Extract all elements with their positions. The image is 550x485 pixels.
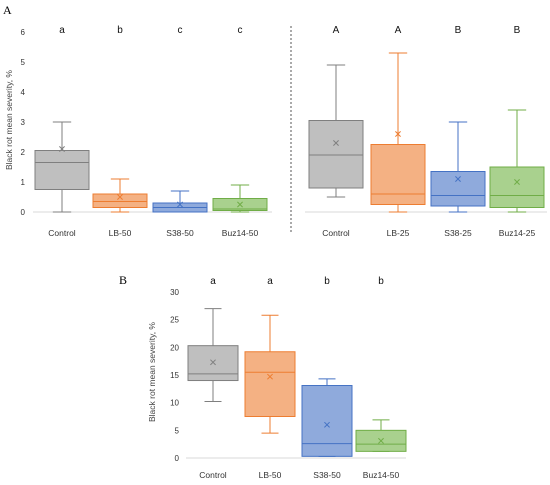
significance-letter: a bbox=[59, 25, 65, 36]
box-buz14-50 bbox=[355, 419, 407, 452]
category-label: S38-25 bbox=[444, 228, 472, 238]
significance-letter: B bbox=[514, 25, 521, 36]
box-lb-25 bbox=[370, 52, 426, 213]
box-buz14-25 bbox=[489, 109, 545, 213]
iqr-box bbox=[187, 345, 239, 382]
mean-marker bbox=[455, 176, 461, 182]
mean-marker bbox=[237, 201, 243, 208]
box-control bbox=[308, 64, 364, 198]
y-tick-label: 0 bbox=[21, 208, 26, 217]
category-label: Control bbox=[322, 228, 350, 238]
box-s38-50 bbox=[301, 378, 353, 457]
mean-marker bbox=[395, 131, 401, 137]
category-label: LB-25 bbox=[387, 228, 410, 238]
chart-a-left: 0 1 2 3 4 5 6 a Control b LB-50 c S38-50 c Buz14-50 bbox=[21, 25, 272, 238]
significance-letter: a bbox=[267, 276, 273, 287]
significance-letter: b bbox=[117, 25, 123, 36]
box-control bbox=[34, 121, 90, 213]
y-tick-label: 0 bbox=[175, 454, 180, 463]
mean-marker bbox=[514, 179, 520, 185]
iqr-box bbox=[301, 385, 353, 457]
iqr-box bbox=[489, 166, 545, 208]
category-label: Control bbox=[48, 228, 76, 238]
significance-letter: b bbox=[324, 276, 330, 287]
box-control bbox=[187, 308, 239, 403]
category-label: LB-50 bbox=[259, 470, 282, 480]
y-tick-label: 15 bbox=[170, 371, 179, 380]
box-lb-50 bbox=[244, 314, 296, 434]
y-tick-label: 20 bbox=[170, 343, 179, 352]
mean-marker bbox=[117, 194, 123, 200]
y-tick-label: 1 bbox=[21, 178, 26, 187]
iqr-box bbox=[92, 193, 148, 208]
category-label: Buz14-50 bbox=[363, 470, 400, 480]
iqr-box bbox=[308, 120, 364, 189]
iqr-box bbox=[430, 171, 486, 207]
box-s38-25 bbox=[430, 121, 486, 213]
panel-label-b: B bbox=[119, 273, 127, 287]
y-tick-label: 5 bbox=[175, 426, 180, 435]
y-tick-label: 2 bbox=[21, 148, 26, 157]
significance-letter: b bbox=[378, 276, 384, 287]
mean-marker bbox=[210, 359, 216, 366]
chart-b: 0 5 10 15 20 25 30 a Control a LB-50 b S38-50 b Buz14-… bbox=[170, 276, 407, 480]
y-axis-label-b: Black rot mean severity, % bbox=[147, 322, 157, 422]
significance-letter: c bbox=[238, 25, 243, 36]
y-tick-label: 5 bbox=[21, 58, 26, 67]
chart-a-right: A Control A LB-25 B S38-25 B Buz14-25 bbox=[305, 25, 547, 238]
mean-marker bbox=[177, 201, 183, 208]
panel-label-a: A bbox=[3, 3, 12, 17]
y-tick-label: 30 bbox=[170, 288, 179, 297]
significance-letter: B bbox=[455, 25, 462, 36]
category-label: Buz14-50 bbox=[222, 228, 259, 238]
mean-marker bbox=[378, 437, 384, 444]
y-tick-label: 10 bbox=[170, 399, 179, 408]
iqr-box bbox=[34, 150, 90, 190]
y-tick-label: 6 bbox=[21, 28, 26, 37]
mean-marker bbox=[333, 140, 339, 146]
category-label: LB-50 bbox=[109, 228, 132, 238]
y-tick-label: 4 bbox=[21, 88, 26, 97]
iqr-box bbox=[244, 351, 296, 418]
box-buz14-50 bbox=[212, 184, 268, 213]
significance-letter: c bbox=[178, 25, 183, 36]
mean-marker bbox=[267, 373, 273, 380]
category-label: Control bbox=[199, 470, 227, 480]
mean-marker bbox=[324, 421, 330, 428]
category-label: S38-50 bbox=[313, 470, 341, 480]
significance-letter: A bbox=[333, 25, 340, 36]
category-label: Buz14-25 bbox=[499, 228, 536, 238]
mean-marker bbox=[59, 146, 65, 152]
iqr-box bbox=[370, 144, 426, 205]
significance-letter: A bbox=[395, 25, 402, 36]
category-label: S38-50 bbox=[166, 228, 194, 238]
y-tick-label: 3 bbox=[21, 118, 26, 127]
significance-letter: a bbox=[210, 276, 216, 287]
y-axis-label-a: Black rot mean severity, % bbox=[4, 70, 14, 170]
y-tick-label: 25 bbox=[170, 316, 179, 325]
box-s38-50 bbox=[152, 190, 208, 213]
box-lb-50 bbox=[92, 178, 148, 213]
